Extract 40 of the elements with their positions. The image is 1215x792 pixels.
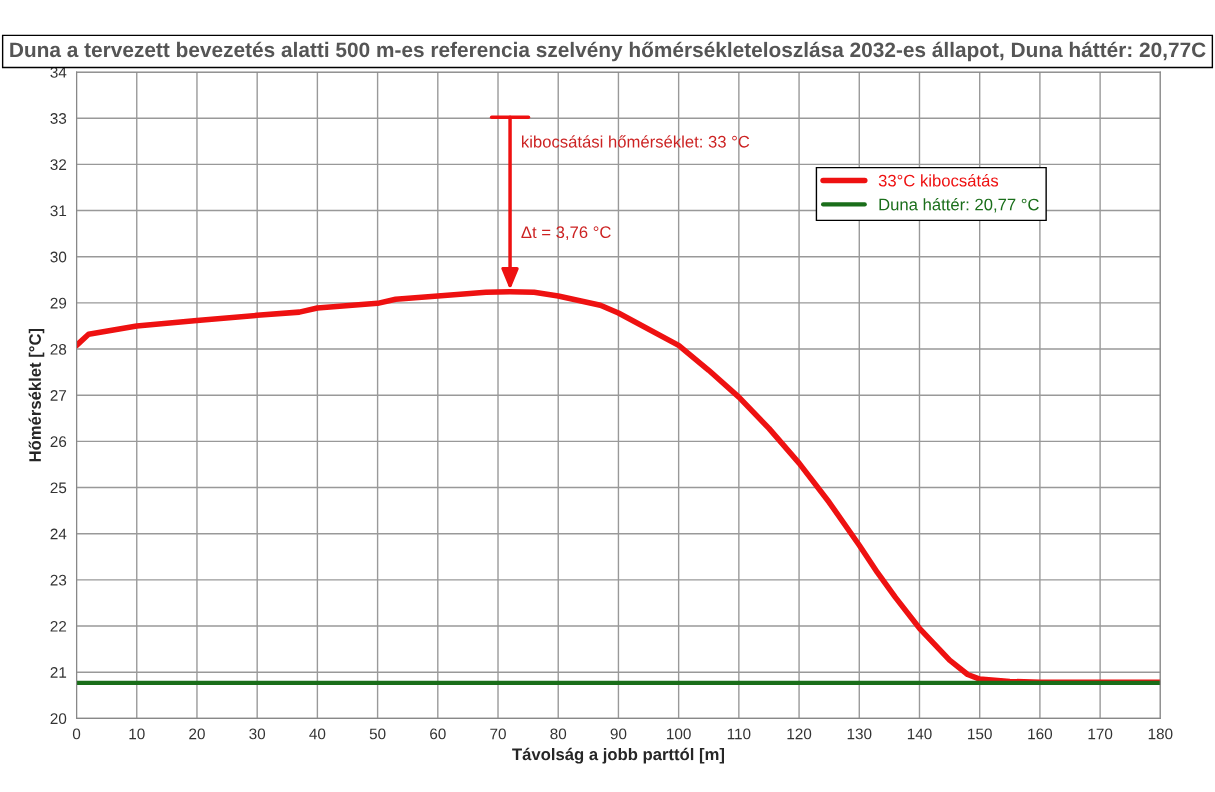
x-tick-label: 0 (72, 728, 81, 740)
x-tick-label: 130 (847, 728, 872, 740)
x-tick-label: 30 (249, 728, 266, 740)
y-tick-label: 25 (50, 482, 67, 494)
x-tick-label: 140 (907, 728, 932, 740)
y-tick-label: 22 (50, 620, 67, 632)
y-tick-label: 26 (50, 436, 67, 448)
y-tick-label: 23 (50, 574, 67, 586)
x-tick-label: 10 (129, 728, 145, 740)
annotation: kibocsátási hőmérséklet: 33 °C (522, 135, 750, 148)
y-tick-label: 24 (50, 528, 67, 540)
x-tick-label: 70 (490, 728, 506, 740)
x-tick-label: 50 (369, 728, 386, 740)
x-tick-label: 150 (968, 728, 992, 740)
x-tick-label: 90 (610, 728, 627, 740)
x-tick-label: 100 (667, 728, 691, 740)
x-tick-label: 80 (550, 728, 567, 740)
y-tick-label: 31 (50, 205, 67, 217)
y-tick-label: 20 (50, 713, 67, 725)
chart-title: Duna a tervezett bevezetés alatti 500 m-es referencia szelvény hőmérsékleteloszlása 2032-es állapot, Duna háttér: 20,77C (10, 41, 1206, 62)
x-tick-label: 20 (189, 728, 205, 740)
x-tick-label: 60 (430, 728, 446, 740)
y-axis-title: Hőmérséklet [°C] (28, 328, 45, 462)
x-tick-label: 120 (787, 728, 812, 740)
legend-label: 33°C kibocsátás (878, 174, 999, 187)
x-tick-label: 170 (1088, 728, 1113, 740)
y-tick-label: 30 (50, 251, 67, 263)
annotation: Δt = 3,76 °C (521, 226, 611, 241)
x-axis-title: Távolság a jobb parttól [m] (512, 747, 724, 764)
y-tick-label: 28 (50, 343, 67, 355)
x-tick-label: 40 (309, 728, 326, 740)
y-tick-label: 27 (50, 390, 67, 401)
y-tick-label: 21 (50, 667, 67, 678)
y-tick-label: 33 (50, 113, 67, 124)
x-tick-label: 160 (1028, 728, 1053, 740)
y-tick-label: 32 (50, 159, 67, 171)
legend-label: Duna háttér: 20,77 °C (879, 197, 1039, 213)
x-tick-label: 110 (727, 728, 751, 740)
y-tick-label: 29 (50, 297, 67, 309)
x-tick-label: 180 (1148, 728, 1173, 740)
